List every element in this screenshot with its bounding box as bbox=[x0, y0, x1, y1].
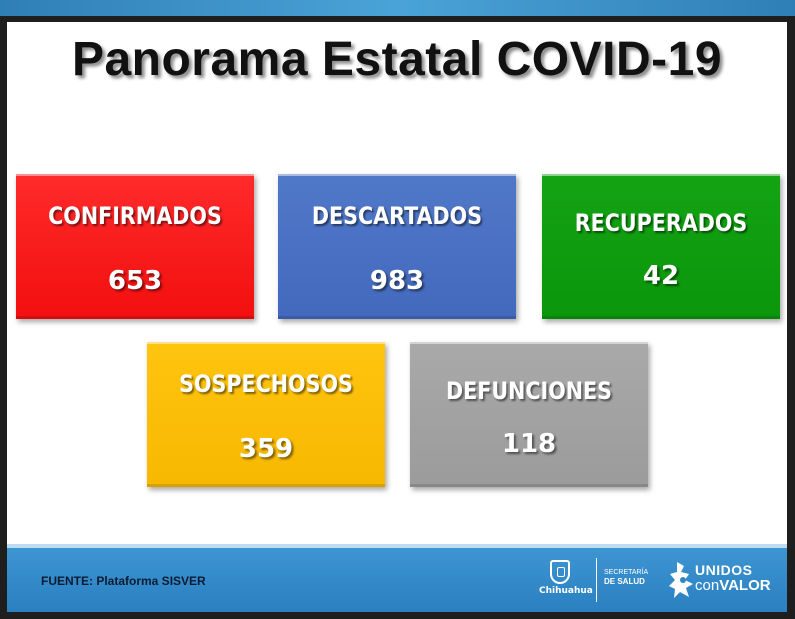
card-label: CONFIRMADOS bbox=[48, 202, 222, 230]
state-name: Chihuahua bbox=[539, 586, 593, 596]
card-value: 118 bbox=[501, 429, 557, 459]
card-defunciones: DEFUNCIONES 118 bbox=[410, 342, 648, 487]
card-confirmados: CONFIRMADOS 653 bbox=[16, 174, 254, 319]
state-shield-icon bbox=[550, 560, 570, 584]
slide: Panorama Estatal COVID-19 CONFIRMADOS 65… bbox=[7, 22, 787, 612]
page-title: Panorama Estatal COVID-19 bbox=[71, 33, 723, 86]
unidos-figure-icon bbox=[669, 562, 693, 598]
top-band bbox=[0, 0, 795, 16]
card-label: DESCARTADOS bbox=[311, 202, 483, 230]
card-label: SOSPECHOSOS bbox=[179, 370, 353, 398]
card-recuperados: RECUPERADOS 42 bbox=[542, 174, 780, 319]
card-sospechosos: SOSPECHOSOS 359 bbox=[147, 342, 385, 487]
card-label: RECUPERADOS bbox=[574, 209, 748, 237]
card-label: DEFUNCIONES bbox=[446, 377, 612, 405]
unidos-line1: UNIDOS bbox=[695, 562, 753, 578]
card-value: 359 bbox=[238, 434, 294, 464]
secretaria-logo: SECRETARÍA DE SALUD bbox=[604, 568, 648, 586]
card-value: 653 bbox=[107, 266, 163, 296]
card-value: 983 bbox=[369, 266, 425, 296]
chihuahua-logo: Chihuahua bbox=[539, 558, 593, 602]
card-descartados: DESCARTADOS 983 bbox=[278, 174, 516, 319]
unidos-con: con bbox=[695, 577, 720, 594]
secretaria-line2: DE SALUD bbox=[604, 577, 645, 586]
card-value: 42 bbox=[642, 261, 680, 291]
source-note: FUENTE: Plataforma SISVER bbox=[41, 574, 206, 588]
unidos-valor: VALOR bbox=[719, 577, 771, 594]
unidos-logo: UNIDOS conVALOR bbox=[695, 563, 771, 594]
footer-bar: FUENTE: Plataforma SISVER Chihuahua SECR… bbox=[7, 544, 787, 612]
logo-divider bbox=[596, 558, 597, 602]
secretaria-line1: SECRETARÍA bbox=[604, 569, 649, 576]
